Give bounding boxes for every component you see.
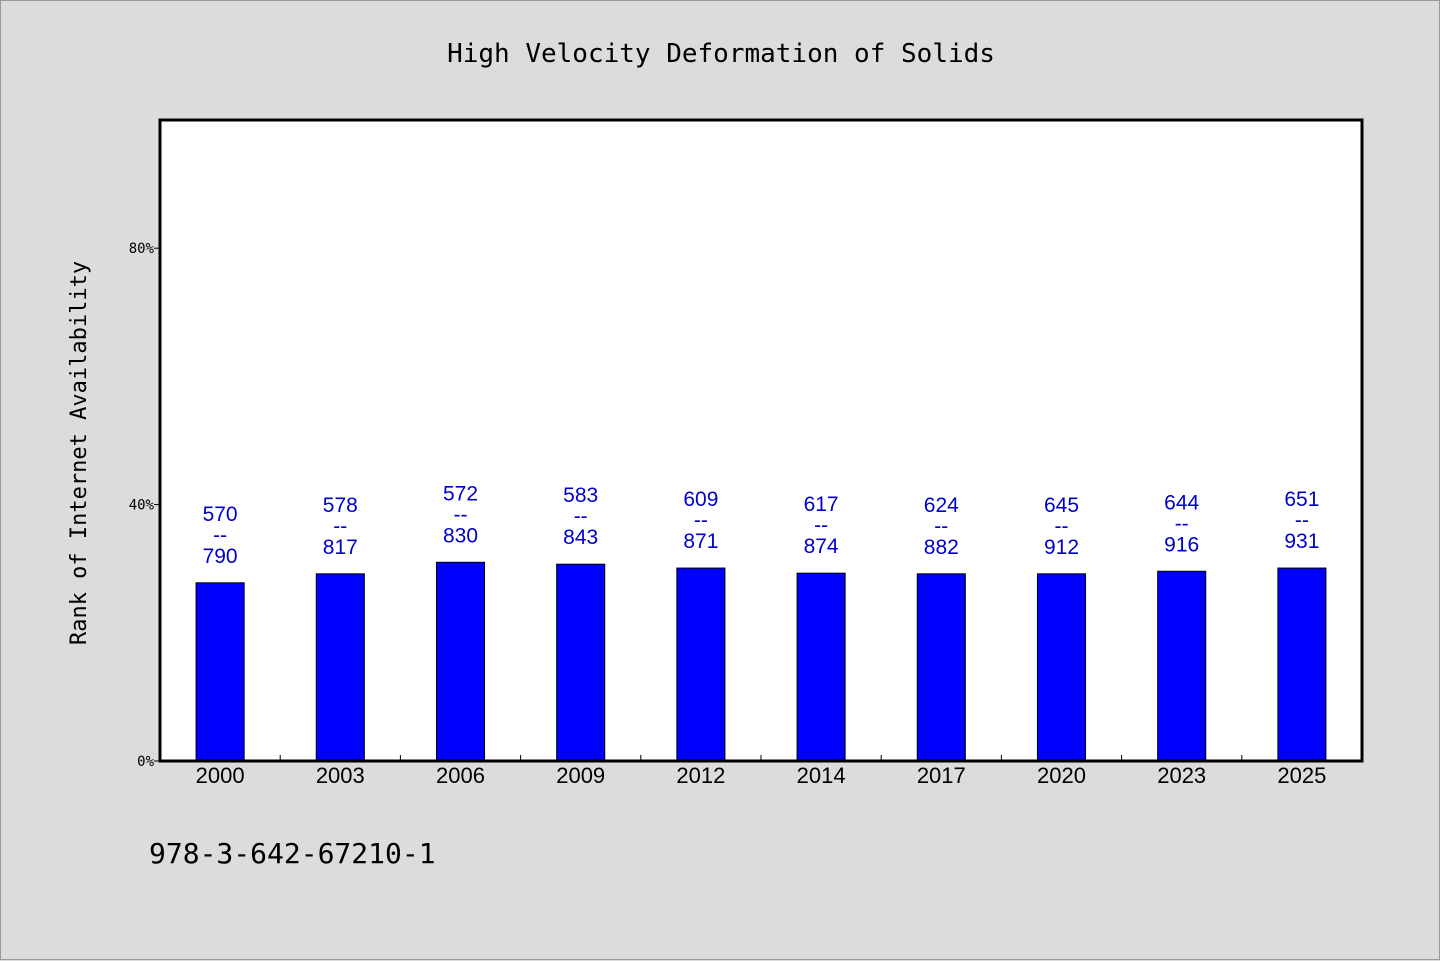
bar-2000 [195,582,245,762]
footer-isbn: 978-3-642-67210-1 [149,837,436,870]
bar-label-bottom: 916 [1164,533,1199,556]
bar-label-separator: -- [454,503,468,526]
bar-label-bottom: 874 [804,535,839,558]
bar-2017 [916,573,966,762]
bar-label-bottom: 912 [1044,536,1079,559]
bars-group [195,561,1327,762]
x-tick-label: 2006 [436,763,485,788]
bar-label-bottom: 882 [924,536,959,559]
bar-2014 [796,572,846,762]
x-tick-label: 2012 [676,763,725,788]
bar-label-separator: -- [574,505,588,528]
bar-label-bottom: 830 [443,524,478,547]
y-axis-ticks: 0% 40% 80% [129,241,160,770]
bar-label-top: 572 [443,482,478,505]
x-tick-label: 2003 [316,763,365,788]
bar-label-top: 645 [1044,494,1079,517]
bar-label-top: 570 [203,503,238,526]
bar-label-top: 644 [1164,491,1199,514]
bar-label-separator: -- [213,524,227,547]
bar-labels-group: 570--790578--817572--830583--843609--871… [203,482,1320,568]
bar-label-separator: -- [333,515,347,538]
x-tick-label: 2025 [1277,763,1326,788]
y-tick-label: 40% [129,498,155,514]
chart-title: High Velocity Deformation of Solids [447,39,995,69]
bar-label-separator: -- [1175,512,1189,535]
bar-2012 [676,567,726,762]
x-tick-label: 2020 [1037,763,1086,788]
bar-2003 [315,573,365,762]
bar-2020 [1036,573,1087,762]
x-axis-ticks: 2000 2003 2006 2009 2012 2014 2017 2020 2023 2025 [196,755,1326,788]
bar-label-top: 651 [1284,488,1319,511]
y-tick-label: 80% [129,241,155,257]
bar-label-bottom: 871 [683,530,718,553]
bar-label-separator: -- [1055,515,1069,538]
bar-label-top: 583 [563,484,598,507]
bar-label-top: 578 [323,494,358,517]
bar-label-top: 624 [924,494,959,517]
x-tick-label: 2023 [1157,763,1206,788]
bar-label-top: 609 [683,488,718,511]
bar-2025 [1277,567,1327,762]
x-tick-label: 2014 [797,763,846,788]
bar-2006 [435,561,486,762]
x-tick-label: 2000 [196,763,245,788]
bar-label-separator: -- [1295,509,1309,532]
bar-label-top: 617 [804,493,839,516]
y-tick-label: 0% [137,754,154,770]
bar-label-bottom: 843 [563,526,598,549]
bar-label-bottom: 931 [1284,530,1319,553]
x-tick-label: 2009 [556,763,605,788]
x-tick-label: 2017 [917,763,966,788]
bar-label-separator: -- [694,509,708,532]
bar-label-bottom: 817 [323,536,358,559]
bar-label-separator: -- [814,514,828,537]
bar-label-separator: -- [934,515,948,538]
bar-2009 [556,563,606,762]
bar-2023 [1157,570,1207,762]
plot-border [158,118,1364,763]
bar-label-bottom: 790 [203,545,238,568]
y-axis-label: Rank of Internet Availability [67,261,92,645]
